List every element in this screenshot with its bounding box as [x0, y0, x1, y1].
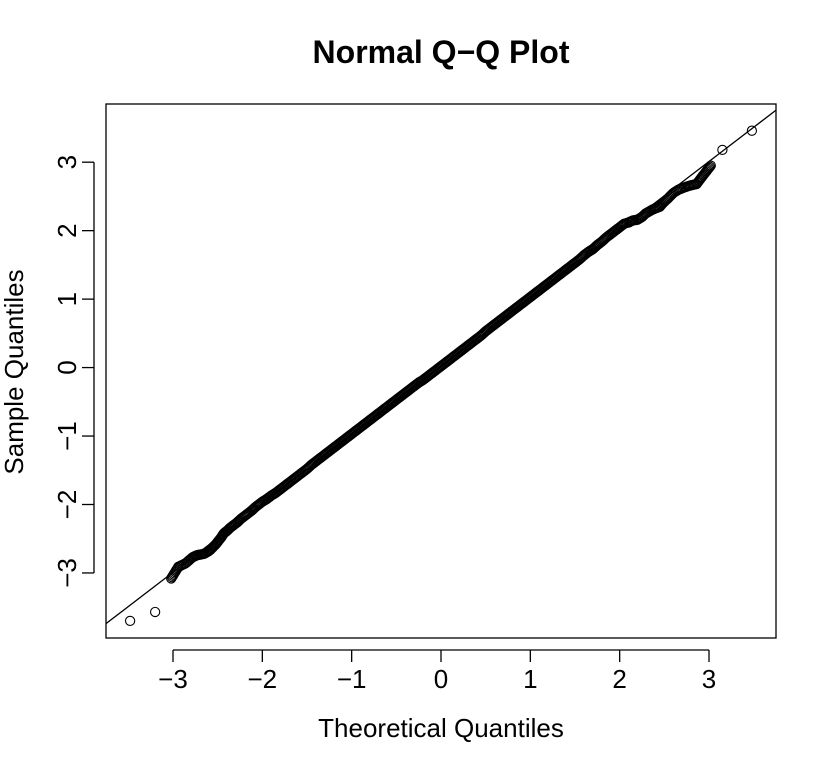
- x-tick-label: −3: [158, 664, 188, 694]
- y-axis: −3 −2 −1 0 1 2 3: [52, 155, 95, 588]
- x-tick-label: −1: [337, 664, 367, 694]
- data-point: [653, 201, 664, 213]
- data-point: [149, 606, 161, 618]
- x-tick-label: 1: [523, 664, 537, 694]
- data-point: [124, 615, 136, 627]
- y-tick-label: 2: [52, 223, 82, 237]
- y-tick-label: 1: [52, 292, 82, 306]
- plot-frame: [105, 103, 777, 639]
- data-point: [667, 188, 678, 200]
- y-tick-label: −3: [52, 558, 82, 588]
- data-point: [669, 186, 680, 198]
- y-tick-label: −1: [52, 421, 82, 451]
- data-point: [704, 161, 716, 172]
- data-point: [702, 163, 714, 175]
- y-axis-label: Sample Quantiles: [0, 269, 29, 474]
- x-tick-label: −2: [248, 664, 278, 694]
- data-point: [230, 518, 242, 529]
- y-tick-label: 0: [52, 360, 82, 374]
- x-tick-label: 0: [434, 664, 448, 694]
- x-axis-label: Theoretical Quantiles: [318, 713, 564, 743]
- y-tick-label: −2: [52, 490, 82, 520]
- x-axis: −3 −2 −1 0 1 2 3: [158, 649, 716, 694]
- data-point: [746, 125, 758, 136]
- chart-title: Normal Q−Q Plot: [313, 34, 570, 70]
- data-point: [717, 144, 728, 156]
- data-point: [245, 506, 256, 517]
- data-points: [124, 125, 758, 627]
- data-point: [663, 192, 675, 203]
- data-point: [702, 165, 713, 176]
- data-point: [703, 162, 715, 174]
- y-tick-label: 3: [52, 155, 82, 169]
- x-tick-label: 3: [702, 664, 716, 694]
- data-point: [206, 543, 217, 554]
- x-tick-label: 2: [612, 664, 626, 694]
